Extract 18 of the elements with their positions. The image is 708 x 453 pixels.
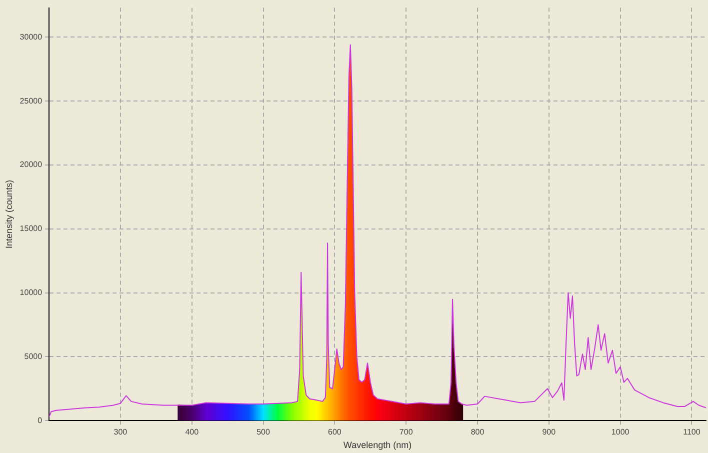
x-axis-title: Wavelength (nm) [343, 440, 412, 450]
y-tick-label: 25000 [20, 96, 43, 106]
x-tick-label: 400 [185, 428, 200, 437]
y-tick-label: 10000 [20, 288, 43, 297]
y-tick-label: 20000 [20, 160, 43, 170]
y-tick-label: 15000 [20, 224, 43, 234]
x-tick-label: 700 [399, 428, 414, 437]
x-tick-label: 900 [542, 428, 556, 437]
x-tick-label: 300 [114, 428, 128, 437]
x-tick-label: 600 [328, 428, 342, 437]
y-tick-label: 5000 [24, 352, 43, 361]
y-tick-label: 30000 [20, 32, 43, 42]
x-tick-label: 1100 [683, 428, 701, 437]
y-axis-title: Intensity (counts) [4, 180, 14, 248]
x-tick-label: 1000 [611, 428, 630, 437]
x-tick-label: 800 [470, 428, 485, 437]
y-tick-label: 0 [38, 416, 43, 425]
x-tick-label: 500 [256, 428, 270, 437]
